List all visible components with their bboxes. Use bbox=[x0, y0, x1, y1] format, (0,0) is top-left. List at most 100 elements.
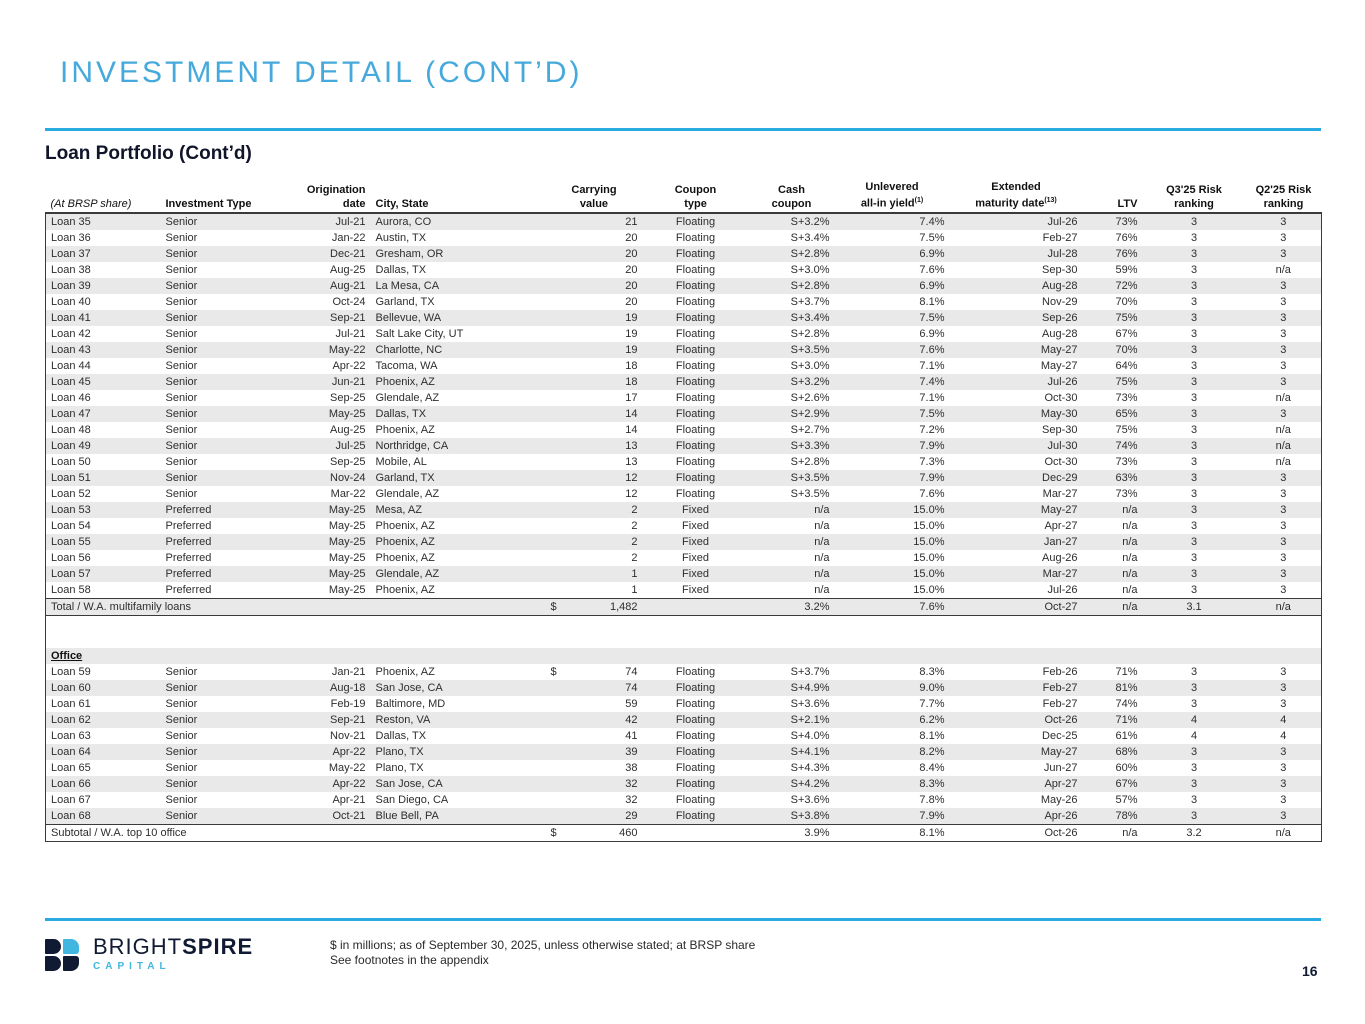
table-cell: 2 bbox=[580, 517, 643, 534]
table-cell: Preferred bbox=[160, 517, 301, 534]
table-cell: 7.2% bbox=[834, 421, 950, 438]
table-cell: 3 bbox=[1142, 743, 1246, 760]
table-cell: 3 bbox=[1142, 679, 1246, 696]
table-cell: Sep-21 bbox=[300, 711, 371, 728]
table-cell: May-25 bbox=[300, 533, 371, 550]
table-row: Loan 41 Senior Sep-21 Bellevue, WA 19 Floatin… bbox=[45, 309, 1322, 326]
table-cell: 14 bbox=[580, 421, 643, 438]
table-cell: 7.9% bbox=[834, 437, 950, 454]
table-cell: Fixed bbox=[642, 533, 749, 550]
table-cell: Fixed bbox=[642, 565, 749, 582]
table-cell: Jul-21 bbox=[300, 325, 371, 342]
table-cell: Senior bbox=[160, 293, 301, 310]
table-row: Loan 43 Senior May-22 Charlotte, NC 19 Floati… bbox=[45, 341, 1322, 358]
table-cell: Loan 65 bbox=[45, 759, 161, 776]
table-cell: Charlotte, NC bbox=[370, 341, 546, 358]
table-cell: 3 bbox=[1245, 245, 1322, 262]
summary-cell: Oct-27 bbox=[949, 597, 1083, 616]
table-cell: Floating bbox=[642, 743, 749, 760]
column-header: Coupon type bbox=[642, 180, 749, 214]
table-cell: 3 bbox=[1142, 485, 1246, 502]
table-cell: 65% bbox=[1082, 405, 1143, 422]
table-cell: May-30 bbox=[949, 405, 1083, 422]
column-header: Origination date bbox=[300, 180, 371, 214]
table-cell: 74 bbox=[580, 679, 643, 696]
table-cell: Preferred bbox=[160, 581, 301, 599]
table-cell: Fixed bbox=[642, 581, 749, 599]
column-header: LTV bbox=[1082, 180, 1143, 214]
table-cell: n/a bbox=[1082, 549, 1143, 566]
table-cell bbox=[545, 357, 581, 374]
table-cell: Jun-21 bbox=[300, 373, 371, 390]
table-cell: Senior bbox=[160, 807, 301, 825]
table-cell: 20 bbox=[580, 261, 643, 278]
table-cell: S+4.3% bbox=[748, 759, 835, 776]
table-cell: 3 bbox=[1245, 357, 1322, 374]
table-cell: S+4.9% bbox=[748, 679, 835, 696]
table-cell bbox=[545, 453, 581, 470]
table-cell: 3 bbox=[1142, 229, 1246, 246]
logo-name-light: BRIGHT bbox=[93, 934, 183, 959]
summary-label: Total / W.A. multifamily loans bbox=[45, 597, 546, 616]
table-cell: 7.4% bbox=[834, 212, 950, 230]
table-cell: 3 bbox=[1245, 791, 1322, 808]
office-section-label-row-cell: Office bbox=[45, 647, 1322, 664]
table-cell: 13 bbox=[580, 453, 643, 470]
spacer-row bbox=[45, 631, 1322, 648]
table-cell: Jul-26 bbox=[949, 212, 1083, 230]
table-cell: 29 bbox=[580, 807, 643, 825]
table-row: Loan 54 Preferred May-25 Phoenix, AZ 2 Fixed n… bbox=[45, 517, 1322, 534]
table-cell: 3 bbox=[1245, 759, 1322, 776]
table-cell: 3 bbox=[1142, 277, 1246, 294]
table-cell: Loan 59 bbox=[45, 663, 161, 680]
table-cell: 4 bbox=[1245, 727, 1322, 744]
table-cell: Sep-30 bbox=[949, 421, 1083, 438]
table-cell: n/a bbox=[1245, 261, 1322, 278]
table-cell: 21 bbox=[580, 212, 643, 230]
table-cell: 3 bbox=[1245, 517, 1322, 534]
table-cell: Loan 41 bbox=[45, 309, 161, 326]
table-cell: Jun-27 bbox=[949, 759, 1083, 776]
table-cell: Aug-25 bbox=[300, 421, 371, 438]
table-cell: Senior bbox=[160, 357, 301, 374]
table-cell: 76% bbox=[1082, 245, 1143, 262]
table-cell: Mobile, AL bbox=[370, 453, 546, 470]
summary-cell: n/a bbox=[1082, 823, 1143, 842]
table-cell: 3 bbox=[1245, 679, 1322, 696]
table-cell: Loan 45 bbox=[45, 373, 161, 390]
table-cell: 20 bbox=[580, 293, 643, 310]
table-cell: 3 bbox=[1245, 695, 1322, 712]
table-row: Loan 36 Senior Jan-22 Austin, TX 20 Floating S… bbox=[45, 229, 1322, 246]
table-cell: 38 bbox=[580, 759, 643, 776]
table-cell: Floating bbox=[642, 389, 749, 406]
table-cell: S+3.5% bbox=[748, 469, 835, 486]
summary-cell: Oct-26 bbox=[949, 823, 1083, 842]
table-cell: San Diego, CA bbox=[370, 791, 546, 808]
table-cell: 39 bbox=[580, 743, 643, 760]
table-row: Loan 38 Senior Aug-25 Dallas, TX 20 Floating S… bbox=[45, 261, 1322, 278]
table-cell: S+3.4% bbox=[748, 229, 835, 246]
table-cell: S+3.4% bbox=[748, 309, 835, 326]
table-cell: Senior bbox=[160, 245, 301, 262]
table-cell: Floating bbox=[642, 453, 749, 470]
table-cell: S+3.7% bbox=[748, 663, 835, 680]
table-cell: S+4.1% bbox=[748, 743, 835, 760]
table-cell: Loan 36 bbox=[45, 229, 161, 246]
table-cell: Jan-21 bbox=[300, 663, 371, 680]
table-cell: Fixed bbox=[642, 501, 749, 518]
table-cell: Glendale, AZ bbox=[370, 389, 546, 406]
table-cell: Senior bbox=[160, 759, 301, 776]
table-cell: 3 bbox=[1245, 533, 1322, 550]
table-cell: 8.2% bbox=[834, 743, 950, 760]
table-cell: Plano, TX bbox=[370, 743, 546, 760]
table-cell: 64% bbox=[1082, 357, 1143, 374]
table-cell: Senior bbox=[160, 389, 301, 406]
table-cell: May-26 bbox=[949, 791, 1083, 808]
table-cell: Loan 58 bbox=[45, 581, 161, 599]
table-cell: 3 bbox=[1142, 549, 1246, 566]
table-cell: Oct-30 bbox=[949, 389, 1083, 406]
table-cell: May-27 bbox=[949, 357, 1083, 374]
table-cell: Baltimore, MD bbox=[370, 695, 546, 712]
table-cell: 32 bbox=[580, 775, 643, 792]
table-cell: Senior bbox=[160, 405, 301, 422]
